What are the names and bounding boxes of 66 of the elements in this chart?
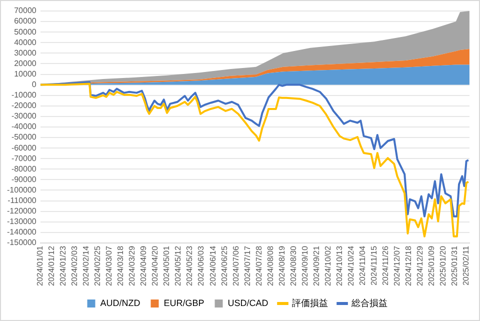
x-tick-label: 2024/01/01 xyxy=(36,245,45,286)
y-tick-label: -130000 xyxy=(7,217,37,226)
x-tick-label: 2025/01/09 xyxy=(427,245,436,286)
x-tick-label: 2024/08/30 xyxy=(288,245,298,286)
x-tick-label: 2024/07/28 xyxy=(254,245,264,286)
legend-label: 総合損益 xyxy=(350,298,388,308)
legend-label: EUR/GBP xyxy=(164,298,204,308)
y-tick-label: -60000 xyxy=(11,143,37,152)
y-tick-label: -140000 xyxy=(7,228,37,237)
x-tick-label: 2024/08/19 xyxy=(277,245,286,286)
x-tick-label: 2024/02/14 xyxy=(82,245,91,286)
x-tick-label: 2024/02/25 xyxy=(93,245,102,286)
y-tick-label: -20000 xyxy=(11,101,37,110)
y-tick-label: -70000 xyxy=(11,154,37,163)
y-tick-label: 50000 xyxy=(14,27,37,36)
x-tick-label: 2024/10/02 xyxy=(323,245,332,286)
x-tick-label: 2024/06/03 xyxy=(196,245,206,286)
x-tick-label: 2024/07/17 xyxy=(242,245,252,286)
x-tick-label: 2024/05/23 xyxy=(185,245,194,286)
x-tick-label: 2024/01/12 xyxy=(47,245,56,286)
x-tick-label: 2024/09/10 xyxy=(300,245,310,286)
legend-label: 評価損益 xyxy=(292,298,328,308)
x-tick-label: 2025/02/11 xyxy=(462,245,471,286)
x-tick-label: 2024/07/06 xyxy=(231,245,240,286)
x-tick-label: 2024/10/13 xyxy=(334,245,344,286)
y-tick-label: -110000 xyxy=(8,196,37,205)
y-tick-label: 30000 xyxy=(14,48,37,58)
y-tick-label: -100000 xyxy=(7,185,37,194)
y-tick-label: 40000 xyxy=(14,38,37,47)
x-tick-label: 2024/04/20 xyxy=(150,245,160,286)
x-tick-label: 2024/08/08 xyxy=(266,245,275,286)
x-tick-label: 2024/03/07 xyxy=(104,245,114,286)
y-tick-label: -40000 xyxy=(11,122,37,132)
y-tick-label: -120000 xyxy=(7,206,37,216)
x-tick-label: 2024/06/25 xyxy=(220,245,229,286)
x-tick-label: 2024/05/01 xyxy=(162,245,172,286)
y-tick-label: -50000 xyxy=(11,132,37,142)
x-tick-label: 2024/03/18 xyxy=(116,245,126,286)
x-tick-label: 2025/01/20 xyxy=(438,245,448,286)
y-tick-label: -10000 xyxy=(11,90,37,100)
y-tick-label: 0 xyxy=(32,80,37,90)
x-tick-label: 2024/02/03 xyxy=(70,245,80,286)
y-tick-label: 60000 xyxy=(14,16,37,26)
y-tick-label: 20000 xyxy=(14,58,37,68)
x-tick-label: 2024/04/09 xyxy=(139,245,148,286)
legend-label: USD/CAD xyxy=(228,298,269,308)
x-tick-label: 2024/12/18 xyxy=(404,245,413,286)
x-tick-label: 2024/09/21 xyxy=(312,245,321,286)
x-tick-label: 2024/10/24 xyxy=(346,245,356,286)
x-tick-label: 2025/01/31 xyxy=(450,245,460,286)
y-tick-label: 10000 xyxy=(14,69,37,78)
y-tick-label: -90000 xyxy=(11,174,37,184)
x-tick-label: 2024/06/14 xyxy=(208,245,218,286)
legend-label: AUD/NZD xyxy=(100,298,141,308)
x-tick-label: 2024/11/26 xyxy=(380,245,390,286)
x-tick-label: 2024/12/07 xyxy=(392,245,402,286)
y-tick-label: -30000 xyxy=(11,112,37,121)
y-tick-label: -150000 xyxy=(7,238,37,248)
x-tick-label: 2024/11/04 xyxy=(358,245,367,286)
y-tick-label: -80000 xyxy=(11,164,37,174)
x-tick-label: 2024/01/23 xyxy=(58,245,68,286)
x-tick-label: 2024/12/29 xyxy=(415,245,424,286)
x-tick-label: 2024/05/12 xyxy=(174,245,183,286)
x-tick-label: 2024/11/15 xyxy=(369,245,378,286)
x-tick-label: 2024/03/29 xyxy=(128,245,137,286)
y-tick-label: 70000 xyxy=(14,6,37,16)
